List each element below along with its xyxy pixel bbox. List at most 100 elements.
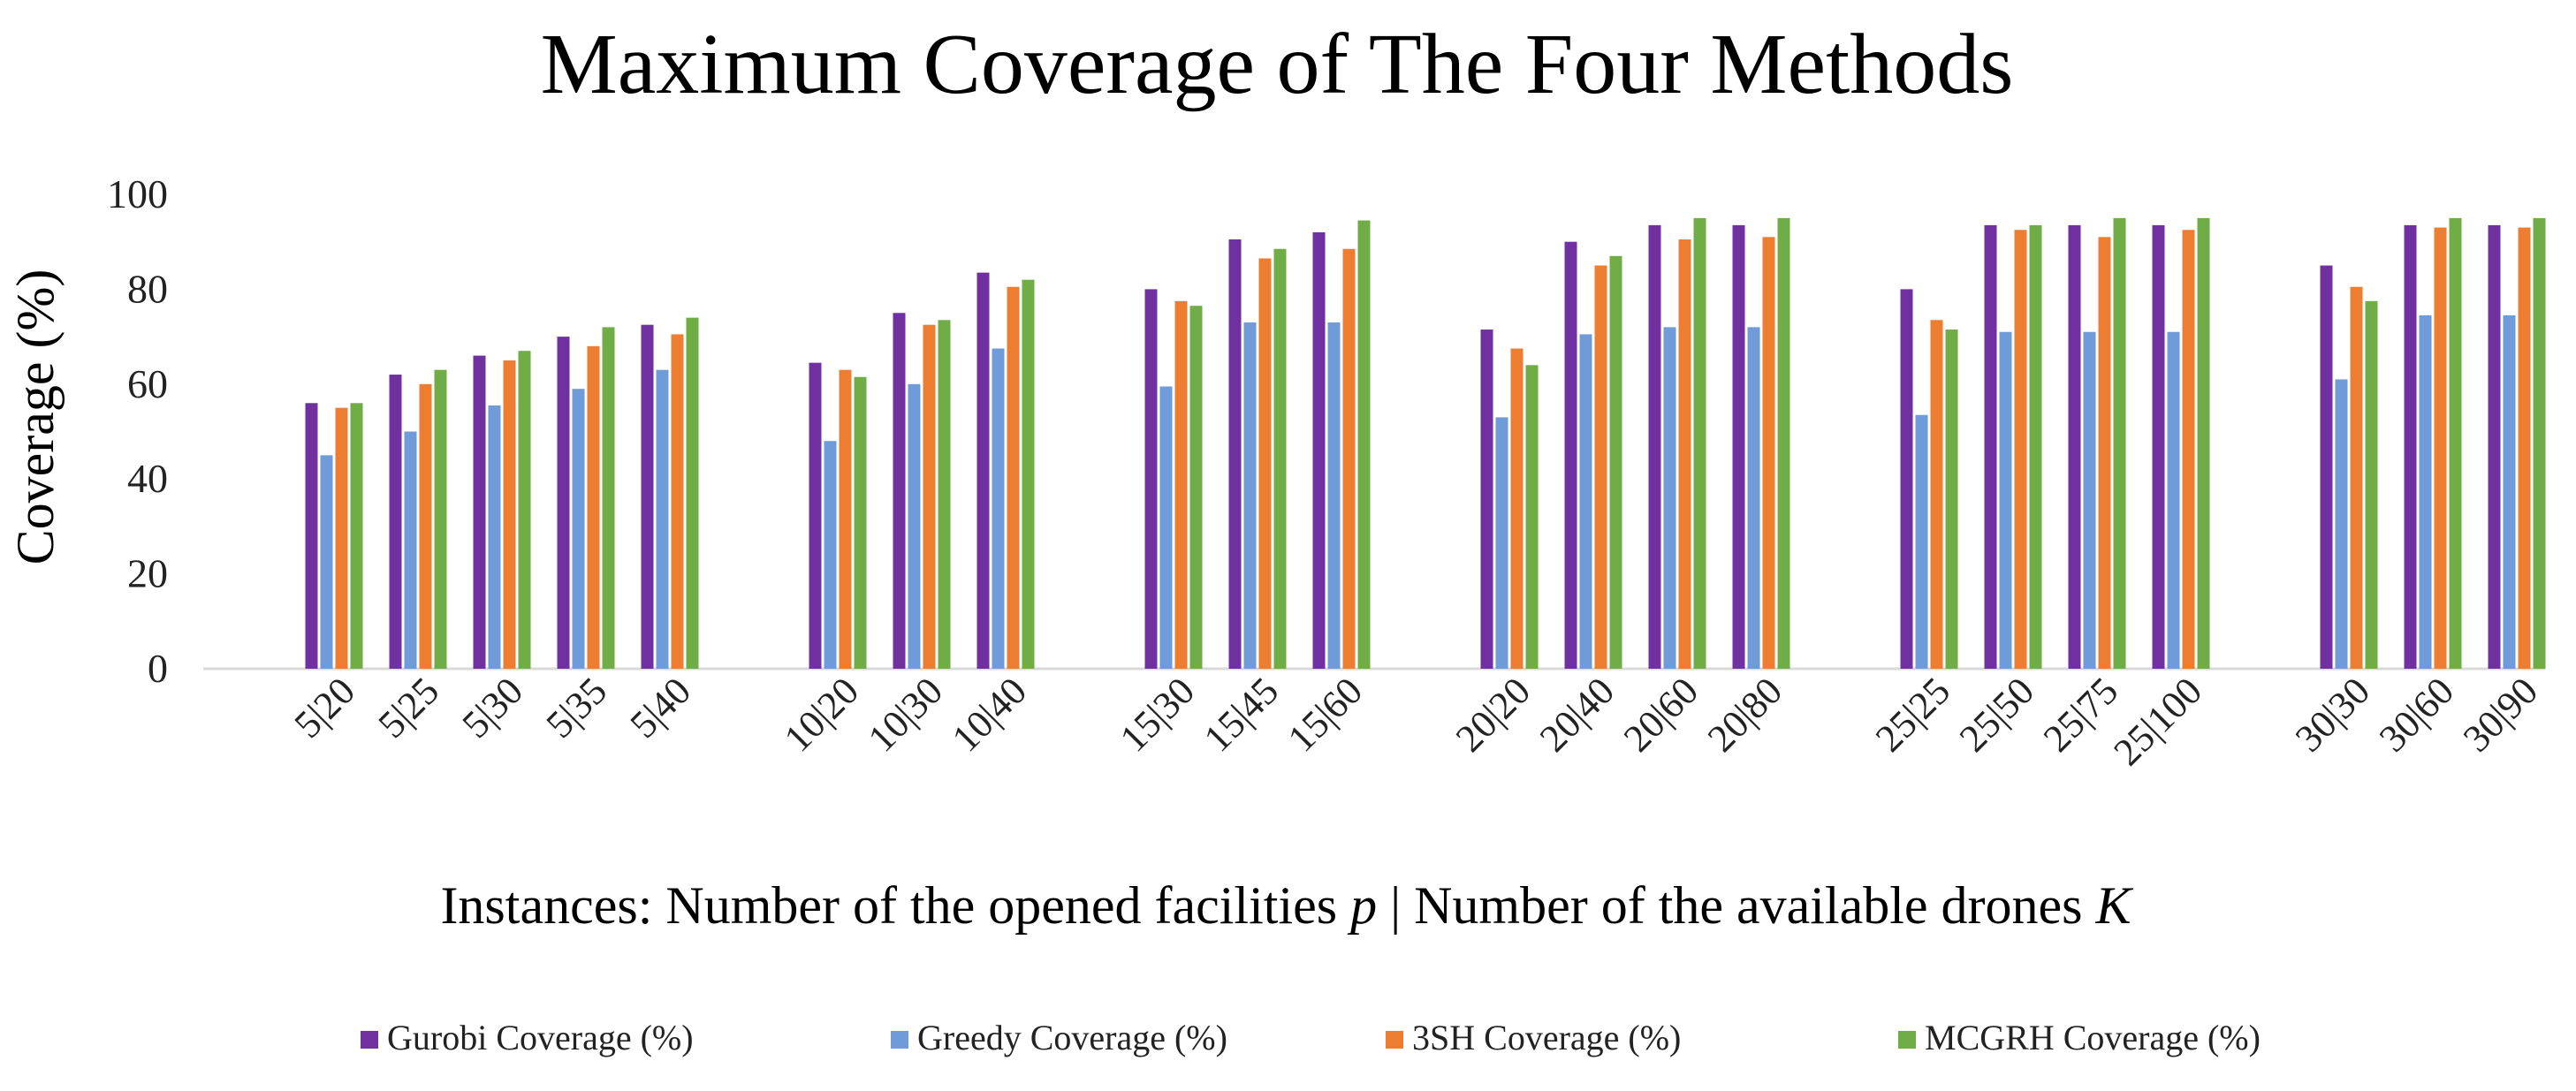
x-axis-label-var-p: p	[1347, 876, 1377, 935]
y-axis-label: Coverage (%)	[6, 269, 65, 565]
x-tick-label: 5|30	[454, 669, 532, 746]
x-axis-label-var-k: K	[2095, 876, 2134, 935]
bar-gurobi-10-40	[976, 272, 990, 669]
bar-3sh-20-60	[1678, 239, 1691, 669]
x-tick-label: 25|25	[1867, 669, 1958, 760]
x-tick-label: 20|40	[1531, 669, 1622, 760]
bar-greedy-5-30	[488, 405, 501, 669]
y-tick-label: 20	[127, 551, 168, 596]
bar-gurobi-20-80	[1732, 224, 1745, 669]
bar-mcgrh-20-60	[1693, 217, 1706, 669]
bar-greedy-25-50	[1999, 331, 2012, 669]
bar-greedy-10-30	[908, 383, 921, 669]
bar-gurobi-15-30	[1144, 289, 1158, 669]
bar-gurobi-5-35	[557, 337, 570, 669]
bar-3sh-30-90	[2518, 227, 2531, 669]
x-tick-label: 30|30	[2287, 669, 2378, 760]
y-tick-label: 40	[127, 456, 168, 501]
bar-mcgrh-15-45	[1273, 248, 1287, 669]
bar-gurobi-15-45	[1228, 239, 1242, 669]
x-tick-label: 20|80	[1699, 669, 1790, 760]
legend-swatch-3sh	[1386, 1031, 1403, 1049]
bar-mcgrh-20-20	[1525, 365, 1539, 669]
bar-mcgrh-5-40	[686, 317, 699, 669]
bar-mcgrh-30-90	[2533, 217, 2546, 669]
bar-mcgrh-25-50	[2029, 224, 2042, 669]
x-axis-label-middle: | Number of the available drones	[1377, 876, 2095, 935]
bar-3sh-5-20	[335, 407, 348, 669]
bar-mcgrh-15-30	[1189, 306, 1203, 669]
y-tick-label: 80	[127, 266, 168, 311]
bar-mcgrh-25-100	[2197, 217, 2210, 669]
x-tick-label: 25|50	[1951, 669, 2042, 760]
legend-label: 3SH Coverage (%)	[1412, 1018, 1681, 1057]
x-tick-label: 5|25	[370, 669, 448, 746]
legend: Gurobi Coverage (%) Greedy Coverage (%) 3S…	[361, 1018, 2261, 1057]
bar-gurobi-15-60	[1312, 231, 1326, 669]
bar-3sh-5-35	[587, 345, 600, 669]
bar-greedy-5-35	[572, 389, 585, 669]
bar-3sh-25-100	[2182, 230, 2195, 669]
x-tick-label: 5|20	[286, 669, 364, 746]
bar-3sh-20-80	[1762, 237, 1775, 669]
bar-mcgrh-25-75	[2113, 217, 2126, 669]
bar-gurobi-5-30	[473, 355, 486, 669]
legend-swatch-gurobi	[361, 1031, 378, 1049]
y-tick-label: 60	[127, 361, 168, 406]
bar-gurobi-5-25	[389, 375, 402, 669]
bar-3sh-25-25	[1930, 320, 1943, 669]
bar-3sh-15-60	[1342, 248, 1356, 669]
bar-mcgrh-25-25	[1945, 330, 1958, 669]
x-tick-label: 15|45	[1196, 669, 1287, 760]
bar-mcgrh-20-40	[1609, 255, 1622, 669]
bar-greedy-15-45	[1243, 322, 1257, 669]
bar-mcgrh-30-30	[2365, 300, 2378, 669]
legend-swatch-greedy	[891, 1031, 908, 1049]
y-tick-label: 0	[148, 646, 168, 691]
y-tick-label: 100	[107, 171, 168, 216]
bar-greedy-10-40	[992, 348, 1005, 669]
bar-greedy-20-80	[1747, 327, 1760, 669]
bar-gurobi-25-50	[1984, 224, 1997, 669]
x-tick-label: 5|35	[538, 669, 616, 746]
bar-greedy-20-60	[1663, 327, 1676, 669]
bar-mcgrh-5-35	[602, 327, 615, 669]
bar-3sh-25-50	[2014, 230, 2027, 669]
bar-gurobi-5-20	[305, 403, 318, 669]
x-axis-label: Instances: Number of the opened faciliti…	[440, 876, 2133, 935]
x-tick-label: 5|40	[622, 669, 700, 746]
bar-gurobi-30-60	[2404, 224, 2417, 669]
legend-label: MCGRH Coverage (%)	[1925, 1018, 2261, 1057]
bar-gurobi-30-30	[2320, 265, 2333, 669]
legend-swatch-mcgrh	[1898, 1031, 1916, 1049]
x-tick-label: 30|60	[2371, 669, 2462, 760]
bar-gurobi-25-100	[2152, 224, 2165, 669]
bar-greedy-5-25	[404, 431, 417, 669]
bar-3sh-10-40	[1007, 286, 1020, 669]
bar-gurobi-30-90	[2488, 224, 2501, 669]
bar-mcgrh-20-80	[1777, 217, 1790, 669]
bar-3sh-20-20	[1510, 348, 1524, 669]
bar-greedy-5-20	[320, 455, 333, 669]
bar-gurobi-20-20	[1480, 330, 1493, 669]
bar-mcgrh-30-60	[2449, 217, 2462, 669]
bar-greedy-10-20	[824, 441, 837, 669]
bar-gurobi-25-25	[1900, 289, 1913, 669]
bar-3sh-20-40	[1594, 265, 1607, 669]
bar-greedy-30-90	[2503, 314, 2516, 669]
x-tick-label: 15|30	[1112, 669, 1203, 760]
legend-label: Greedy Coverage (%)	[917, 1018, 1227, 1057]
bar-3sh-5-40	[671, 334, 684, 669]
bar-3sh-30-30	[2350, 286, 2363, 669]
x-tick-label: 10|30	[860, 669, 951, 760]
x-tick-label: 20|20	[1448, 669, 1539, 760]
x-tick-label: 10|40	[944, 669, 1035, 760]
x-tick-label: 15|60	[1280, 669, 1371, 760]
bar-3sh-15-30	[1174, 300, 1188, 669]
bar-greedy-25-100	[2167, 331, 2180, 669]
bar-gurobi-10-20	[809, 362, 822, 669]
x-tick-label: 25|100	[2105, 669, 2210, 774]
bar-gurobi-25-75	[2068, 224, 2081, 669]
bar-gurobi-5-40	[641, 324, 654, 669]
